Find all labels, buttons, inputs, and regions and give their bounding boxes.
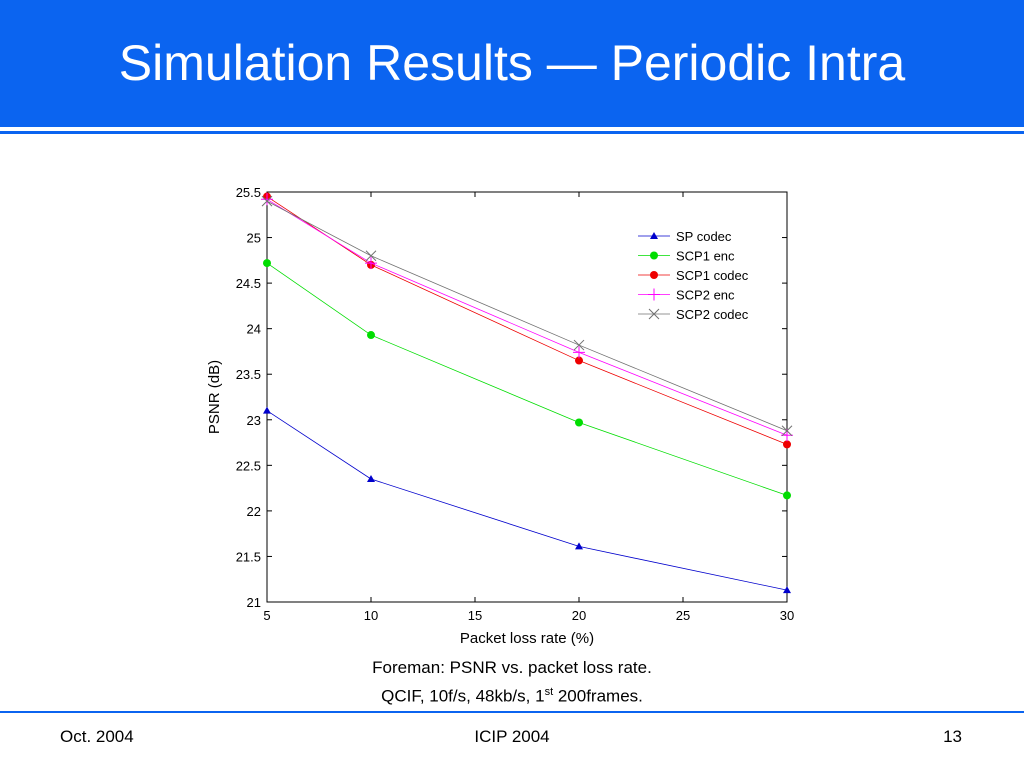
figure-caption: Foreman: PSNR vs. packet loss rate. QCIF… xyxy=(262,656,762,709)
y-axis-label: PSNR (dB) xyxy=(206,360,223,434)
series-sp-codec xyxy=(263,406,791,594)
legend-label-scp2-codec: SCP2 codec xyxy=(676,307,749,322)
data-point-scp2-enc xyxy=(261,193,273,206)
caption-superscript: st xyxy=(544,686,554,698)
data-point-scp2-codec xyxy=(573,339,585,351)
y-tick-label: 24.5 xyxy=(236,276,261,291)
series-line-sp-codec xyxy=(266,410,788,591)
legend-marker-scp1-codec xyxy=(650,271,658,279)
data-point-scp1-enc xyxy=(783,491,791,500)
x-tick-label: 20 xyxy=(572,608,586,623)
data-point-scp1-codec xyxy=(575,356,583,365)
legend-marker-scp2-codec xyxy=(648,308,660,320)
x-tick-label: 15 xyxy=(468,608,482,623)
y-tick-label: 24 xyxy=(247,322,261,337)
series-scp1-enc xyxy=(263,259,791,500)
data-point-sp-codec xyxy=(367,475,375,482)
y-tick-label: 21 xyxy=(247,595,261,610)
data-point-scp2-codec xyxy=(261,195,273,207)
data-point-scp2-codec xyxy=(365,250,377,262)
series-line-scp1-enc xyxy=(266,262,788,496)
x-tick-label: 30 xyxy=(780,608,794,623)
footer-conference: ICIP 2004 xyxy=(474,727,550,746)
footer-date: Oct. 2004 xyxy=(60,727,134,746)
legend-label-scp1-codec: SCP1 codec xyxy=(676,268,749,283)
x-axis-label: Packet loss rate (%) xyxy=(460,630,594,647)
y-tick-label: 22.5 xyxy=(236,458,261,473)
y-tick-label: 25.5 xyxy=(236,185,261,200)
caption-line-1: Foreman: PSNR vs. packet loss rate. xyxy=(372,658,652,677)
title-bar xyxy=(0,0,1024,127)
data-point-sp-codec xyxy=(575,542,583,550)
slide-number: 13 xyxy=(943,727,962,746)
legend-label-sp-codec: SP codec xyxy=(676,229,732,244)
series-line-scp2-codec xyxy=(266,200,788,432)
y-tick-label: 22 xyxy=(247,504,261,519)
legend-marker-scp2-enc xyxy=(648,288,660,301)
y-tick-label: 23.5 xyxy=(236,367,261,382)
caption-line-2-end: 200frames. xyxy=(553,686,643,706)
footer-divider xyxy=(0,711,1024,713)
data-point-sp-codec xyxy=(263,406,271,414)
caption-line-2-text: QCIF, 10f/s, 48kb/s, 1 xyxy=(381,686,545,706)
x-tick-label: 25 xyxy=(676,608,690,623)
data-point-scp1-enc xyxy=(367,331,375,340)
y-tick-label: 25 xyxy=(247,231,261,246)
y-tick-label: 21.5 xyxy=(236,549,261,564)
slide-title: Simulation Results — Periodic Intra xyxy=(118,35,906,91)
data-point-scp1-enc xyxy=(263,259,271,268)
legend-marker-sp-codec xyxy=(650,232,658,239)
series-line-scp2-enc xyxy=(266,198,788,436)
data-point-scp1-codec xyxy=(783,440,791,449)
legend: SP codec SCP1 enc SCP1 codec SCP2 enc SCP2 c… xyxy=(634,224,774,328)
data-point-scp2-enc xyxy=(573,346,585,359)
legend-label-scp2-enc: SCP2 enc xyxy=(676,288,735,303)
y-tick-label: 23 xyxy=(247,413,261,428)
legend-label-scp1-enc: SCP1 enc xyxy=(676,249,735,264)
plot-frame xyxy=(266,191,788,603)
x-tick-label: 10 xyxy=(364,608,378,623)
legend-marker-scp1-enc xyxy=(650,251,658,260)
data-point-scp2-codec xyxy=(781,425,793,437)
data-point-scp2-enc xyxy=(365,257,377,270)
caption-line-2: QCIF, 10f/s, 48kb/s, 1st 200frames. xyxy=(262,680,762,709)
data-point-scp1-enc xyxy=(575,418,583,427)
series-scp2-codec xyxy=(261,195,793,437)
title-divider xyxy=(0,131,1024,134)
x-tick-label: 5 xyxy=(263,608,270,623)
data-point-sp-codec xyxy=(783,586,791,594)
